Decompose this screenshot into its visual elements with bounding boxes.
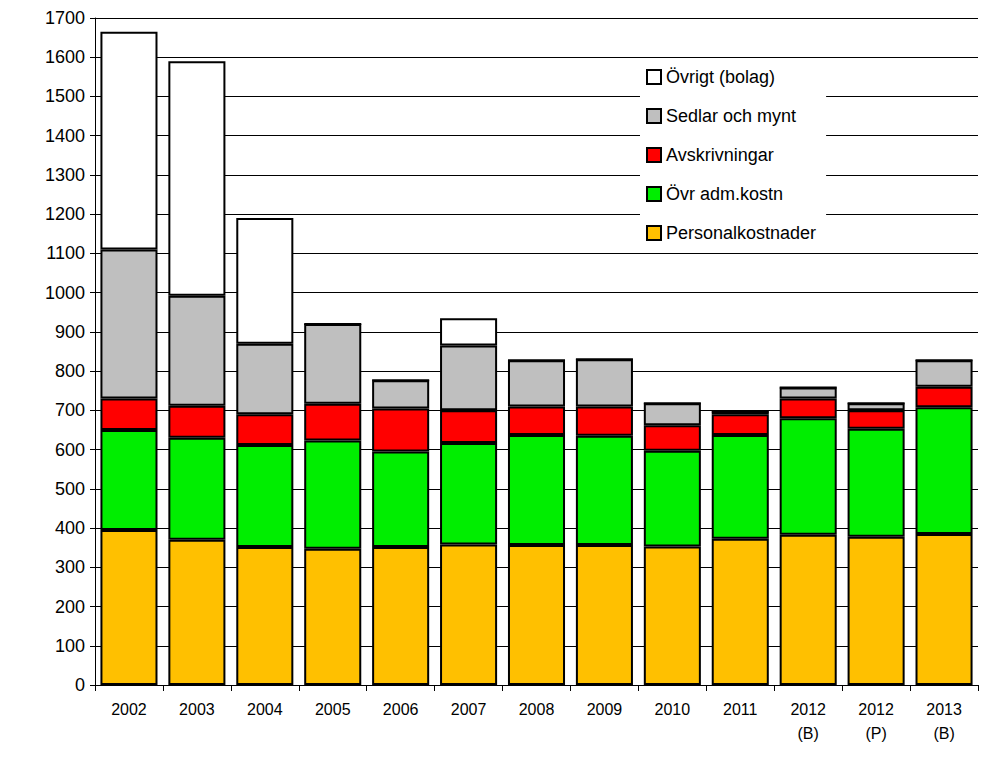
svg-text:Övr adm.kostn: Övr adm.kostn xyxy=(666,184,783,204)
svg-text:1300: 1300 xyxy=(45,165,85,185)
svg-text:1500: 1500 xyxy=(45,86,85,106)
svg-text:2013: 2013 xyxy=(926,701,962,718)
svg-text:Sedlar och mynt: Sedlar och mynt xyxy=(666,106,796,126)
svg-text:Personalkostnader: Personalkostnader xyxy=(666,223,816,243)
svg-text:2010: 2010 xyxy=(655,701,691,718)
svg-text:400: 400 xyxy=(55,518,85,538)
svg-text:2002: 2002 xyxy=(111,701,147,718)
svg-text:700: 700 xyxy=(55,400,85,420)
svg-text:2008: 2008 xyxy=(519,701,555,718)
svg-text:600: 600 xyxy=(55,440,85,460)
svg-text:0: 0 xyxy=(75,675,85,695)
svg-text:2012: 2012 xyxy=(790,701,826,718)
svg-text:2009: 2009 xyxy=(587,701,623,718)
svg-text:Avskrivningar: Avskrivningar xyxy=(666,145,774,165)
svg-text:(B): (B) xyxy=(933,725,954,742)
svg-text:2007: 2007 xyxy=(451,701,487,718)
svg-text:Övrigt (bolag): Övrigt (bolag) xyxy=(666,67,775,87)
svg-text:100: 100 xyxy=(55,636,85,656)
svg-text:(P): (P) xyxy=(865,725,886,742)
svg-text:1200: 1200 xyxy=(45,204,85,224)
svg-text:300: 300 xyxy=(55,557,85,577)
svg-text:1400: 1400 xyxy=(45,126,85,146)
svg-text:2003: 2003 xyxy=(179,701,215,718)
svg-text:2012: 2012 xyxy=(858,701,894,718)
svg-text:2004: 2004 xyxy=(247,701,283,718)
svg-text:2006: 2006 xyxy=(383,701,419,718)
svg-text:1700: 1700 xyxy=(45,8,85,28)
svg-text:900: 900 xyxy=(55,322,85,342)
svg-text:2005: 2005 xyxy=(315,701,351,718)
svg-text:1600: 1600 xyxy=(45,47,85,67)
svg-text:500: 500 xyxy=(55,479,85,499)
svg-text:2011: 2011 xyxy=(723,701,758,718)
svg-text:1000: 1000 xyxy=(45,283,85,303)
svg-text:1100: 1100 xyxy=(46,243,85,263)
svg-text:800: 800 xyxy=(55,361,85,381)
svg-text:200: 200 xyxy=(55,597,85,617)
svg-text:(B): (B) xyxy=(798,725,819,742)
